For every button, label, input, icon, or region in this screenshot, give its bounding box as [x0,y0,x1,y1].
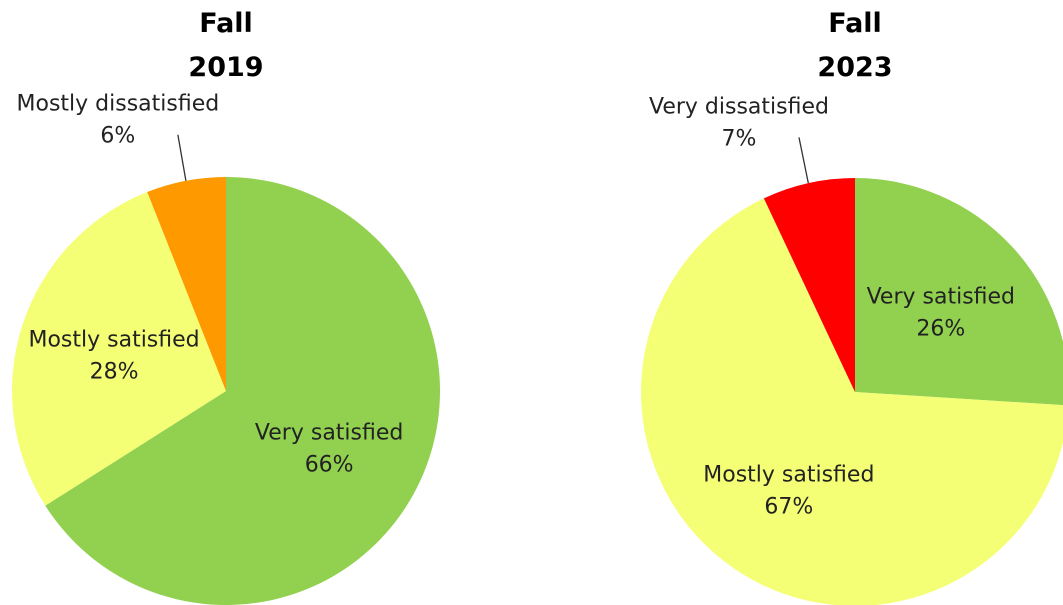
pie-slice [855,178,1063,406]
pie-slice [11,192,227,506]
pie-slice [147,177,226,391]
slice-label: Mostly dissatisfied [17,92,220,117]
pie-slice [45,177,441,605]
slice-label: Mostly satisfied [28,328,199,353]
slice-label: Very satisfied [255,421,403,446]
slice-label: Very dissatisfied [649,94,829,119]
pie-slice [763,178,855,392]
leader-line [798,137,809,184]
slice-value: 28% [90,360,139,385]
chart-title: Fall 2023 [817,8,893,83]
leader-line [177,134,187,181]
slice-value: 67% [764,494,813,519]
slice-value: 6% [100,124,135,149]
slice-label: Mostly satisfied [703,462,874,487]
slice-value: 26% [916,316,965,341]
slice-label: Very satisfied [867,284,1015,309]
slice-value: 66% [305,453,354,478]
slice-value: 7% [722,126,757,151]
chart-title: Fall 2019 [188,8,264,83]
pie-slice [641,198,1063,605]
